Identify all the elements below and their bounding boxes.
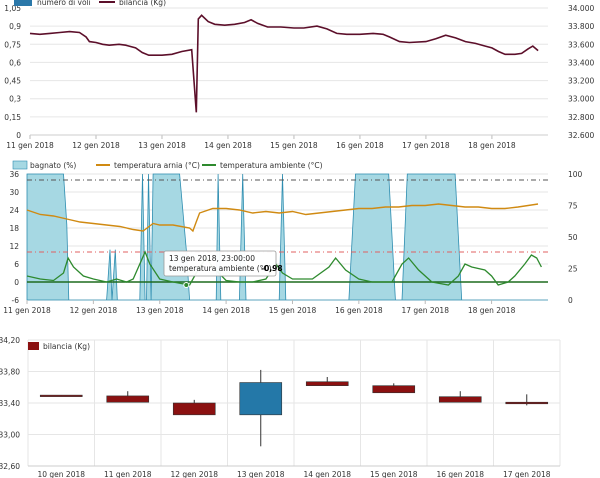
candle-body xyxy=(39,394,83,397)
candle-body xyxy=(372,385,416,394)
x-tick-label: 17 gen 2018 xyxy=(402,141,450,150)
candle-body xyxy=(505,401,549,405)
x-tick-label: 15 gen 2018 xyxy=(269,306,317,315)
humidity-temperature-panel: -6 0 6 12 18 24 30 36 0 25 50 75 100 11 gen 2018 12 ge… xyxy=(3,160,583,315)
candle-body xyxy=(438,396,482,403)
y-tick-label-right: 33.200 xyxy=(568,77,594,86)
y-tick-label-left: 12 xyxy=(9,242,19,251)
legend-label-weight: bilancia (Kg) xyxy=(119,0,166,7)
hive-temperature-line xyxy=(26,203,539,233)
candle-body xyxy=(172,402,216,416)
legend-label-flights: numero di voli xyxy=(37,0,91,7)
x-tick-label: 14 gen 2018 xyxy=(303,470,351,478)
x-tick-label: 12 gen 2018 xyxy=(70,306,118,315)
x-tick-label: 15 gen 2018 xyxy=(370,470,418,478)
y-tick-label-left: 36 xyxy=(9,170,19,179)
weight-flights-panel: 0 0,15 0,3 0,45 0,6 0,75 0,9 1,05 32.600 32.800 33… xyxy=(4,0,594,150)
y-tick-label-left: 18 xyxy=(9,224,19,233)
candle-body xyxy=(305,381,349,386)
x-tick-label: 16 gen 2018 xyxy=(335,306,383,315)
y-tick-label-right: 33.600 xyxy=(568,40,594,49)
y-tick-label-left: 0,6 xyxy=(9,58,21,67)
y-tick-label-left: 0,75 xyxy=(4,40,21,49)
x-tick-label: 10 gen 2018 xyxy=(37,470,85,478)
tooltip-value: -0,98 xyxy=(261,264,283,273)
weight-line xyxy=(29,14,539,113)
y-tick-label-right: 33.000 xyxy=(568,95,594,104)
y-tick-label-left: 1,05 xyxy=(4,4,21,13)
x-tick-label: 18 gen 2018 xyxy=(468,141,516,150)
y-tick-label-left: 6 xyxy=(14,260,19,269)
x-tick-label: 16 gen 2018 xyxy=(436,470,484,478)
x-tick-label: 13 gen 2018 xyxy=(138,141,186,150)
ambient-temperature-line xyxy=(26,250,542,286)
y-tick-label-right: 33.800 xyxy=(568,22,594,31)
y-tick-label-right: 32.600 xyxy=(568,131,594,140)
candle-body xyxy=(106,395,150,403)
x-tick-label: 11 gen 2018 xyxy=(104,470,152,478)
x-tick-label: 18 gen 2018 xyxy=(468,306,516,315)
y-tick-label: 32,60 xyxy=(0,462,20,471)
x-tick-label: 17 gen 2018 xyxy=(401,306,449,315)
y-tick-label-right: 34.000 xyxy=(568,4,594,13)
x-tick-label: 11 gen 2018 xyxy=(6,141,54,150)
x-tick-label: 12 gen 2018 xyxy=(170,470,218,478)
y-tick-label-right: 25 xyxy=(568,265,578,274)
legend-swatch-weight xyxy=(28,342,39,350)
x-tick-label: 14 gen 2018 xyxy=(202,306,250,315)
y-tick-label-right: 33.400 xyxy=(568,58,594,67)
y-tick-label-left: 0,15 xyxy=(4,113,21,122)
legend-label-weight: bilancia (Kg) xyxy=(43,342,90,351)
y-tick-label-left: 0,45 xyxy=(4,77,21,86)
y-tick-label-right: 50 xyxy=(568,233,578,242)
tooltip-label: temperatura ambiente (°C): xyxy=(169,264,274,273)
legend-label-ambient-temp: temperatura ambiente (°C) xyxy=(220,161,323,170)
legend-swatch-flights xyxy=(14,0,32,6)
tooltip-date: 13 gen 2018, 23:00:00 xyxy=(169,254,255,263)
y-tick-label-left: 0 xyxy=(16,131,21,140)
x-tick-label: 15 gen 2018 xyxy=(270,141,318,150)
y-tick-label-left: 0,3 xyxy=(9,95,21,104)
weight-candlestick-panel: 32,60 33,00 33,40 33,80 34,20 10 gen 2018 11 g… xyxy=(0,336,561,478)
y-tick-label-right: 75 xyxy=(568,202,578,211)
legend-label-hive-temp: temperatura arnia (°C) xyxy=(114,161,200,170)
y-tick-label-right: 0 xyxy=(568,296,573,305)
y-tick-label: 33,40 xyxy=(0,399,20,408)
y-tick-label: 34,20 xyxy=(0,336,20,345)
x-tick-label: 12 gen 2018 xyxy=(72,141,120,150)
y-tick-label-left: 0 xyxy=(14,278,19,287)
tooltip-marker xyxy=(183,282,190,288)
y-tick-label-left: 30 xyxy=(9,188,19,197)
legend-swatch-wetness xyxy=(12,160,28,170)
legend-label-wetness: bagnato (%) xyxy=(30,161,76,170)
y-tick-label-left: 24 xyxy=(9,206,19,215)
y-tick-label-left: -6 xyxy=(12,296,20,305)
y-tick-label-left: 0,9 xyxy=(9,22,21,31)
y-tick-label-right: 32.800 xyxy=(568,113,594,122)
y-tick-label: 33,80 xyxy=(0,368,20,377)
y-tick-label: 33,00 xyxy=(0,431,20,440)
x-tick-label: 13 gen 2018 xyxy=(136,306,184,315)
tooltip-box xyxy=(163,250,277,277)
x-tick-label: 14 gen 2018 xyxy=(204,141,252,150)
x-tick-label: 17 gen 2018 xyxy=(503,470,551,478)
x-tick-label: 13 gen 2018 xyxy=(237,470,285,478)
y-tick-label-right: 100 xyxy=(568,170,583,179)
x-tick-label: 16 gen 2018 xyxy=(336,141,384,150)
candle-body xyxy=(239,382,283,416)
x-tick-label: 11 gen 2018 xyxy=(3,306,51,315)
